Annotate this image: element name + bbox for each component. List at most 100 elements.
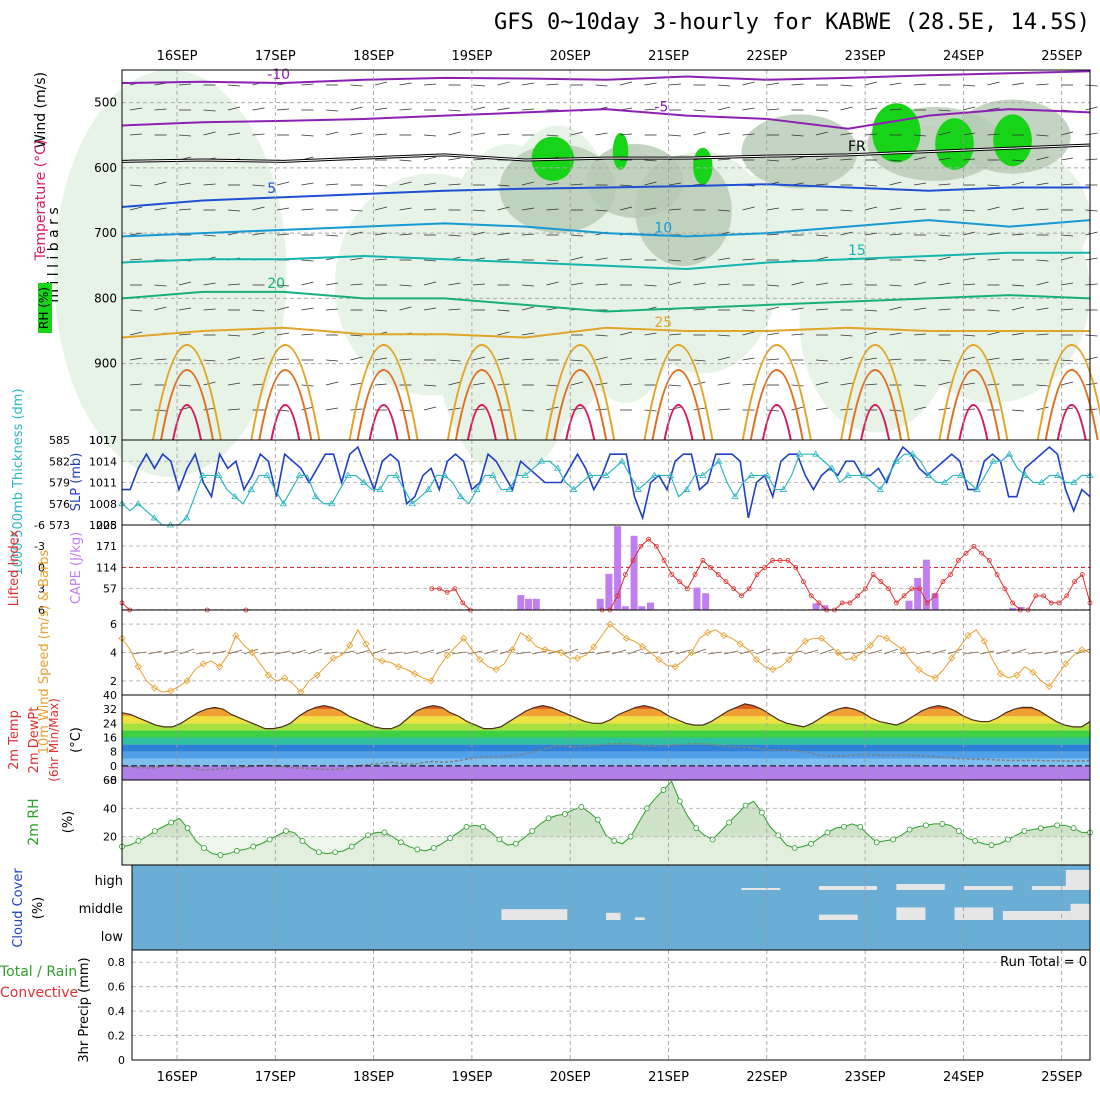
lifted-index-marker: [855, 593, 861, 599]
wind-barb: [325, 183, 339, 186]
lifted-index-marker: [715, 572, 721, 577]
wind-barb: [276, 332, 290, 336]
contour-label: -5: [654, 100, 668, 116]
thickness-tick-label: 579: [49, 477, 70, 490]
temperature-line: [121, 703, 1091, 730]
temperature-contour-warm: [270, 404, 301, 441]
thickness-marker: [473, 485, 481, 492]
wind-barb: [301, 259, 314, 262]
rh-marker: [283, 828, 289, 834]
wind-barb: [178, 83, 192, 86]
wind-barb: [938, 308, 951, 311]
wind-barb: [178, 208, 192, 211]
wind-barb: [1036, 208, 1049, 211]
wind-barb: [399, 284, 412, 287]
wind-barb: [987, 107, 1000, 111]
wind-barb: [291, 649, 307, 655]
wind-speed-marker: [573, 654, 582, 662]
wind-speed-marker: [199, 660, 207, 668]
wind-barb: [227, 649, 243, 655]
wind-barb: [864, 81, 878, 86]
wind-barb: [595, 209, 608, 212]
wind-barb: [717, 257, 731, 261]
wind-barb: [423, 406, 437, 411]
thickness-marker: [553, 464, 562, 471]
wind-barb: [497, 81, 510, 86]
wind-barb: [755, 648, 771, 655]
wind-barb: [913, 134, 927, 137]
lifted-index-marker: [955, 558, 961, 563]
wind-barb: [371, 648, 387, 655]
wind-barb: [570, 131, 584, 136]
wind-barb: [1060, 282, 1074, 286]
wind-barb: [840, 106, 853, 111]
lifted-index-marker: [731, 586, 737, 592]
wind-barb: [350, 106, 363, 111]
wind-barb: [350, 356, 363, 361]
rh-tick-label: 60: [103, 774, 117, 787]
wind-barb: [619, 184, 633, 187]
wind-speed-marker: [134, 663, 142, 671]
wind-barb: [546, 83, 559, 86]
pressure-tick-label: 1017: [89, 434, 117, 447]
wind-barb: [815, 308, 829, 311]
wind-barb: [129, 184, 143, 187]
wind-barb: [938, 157, 951, 161]
wind-barb: [497, 232, 510, 236]
temperature-contour-warm: [938, 344, 1009, 441]
wind-barb: [448, 109, 461, 112]
precip-panel: [131, 949, 1091, 1061]
cape-bar: [693, 587, 701, 610]
thickness-axis-label: 1000-500mb Thickness (dm): [11, 388, 26, 575]
wind-barb: [595, 132, 608, 136]
wind-barb: [815, 407, 829, 411]
wind-barb: [301, 333, 314, 336]
thickness-marker: [521, 471, 530, 478]
wind-barb: [1060, 256, 1074, 261]
rh-shading-high: [935, 118, 974, 170]
thickness-marker: [1005, 450, 1014, 457]
thickness-marker: [344, 471, 352, 478]
wind-barb: [448, 308, 461, 311]
wind-barb: [252, 232, 265, 236]
rh-marker: [250, 843, 257, 850]
wind-barb: [962, 84, 976, 87]
wind-barb: [913, 156, 927, 161]
wind-barb: [399, 207, 412, 211]
cloud-high-block: [1065, 870, 1090, 890]
thickness-marker: [408, 499, 417, 507]
precip-tick-label: 0.4: [108, 1005, 126, 1018]
lifted-index-marker: [793, 565, 799, 570]
thickness-marker: [666, 471, 675, 478]
thickness-marker: [844, 471, 852, 478]
wind-barb: [883, 648, 899, 655]
wind-barb: [864, 133, 878, 136]
wind-speed-marker: [492, 665, 500, 674]
rh-marker: [545, 815, 552, 822]
wind-barb: [899, 651, 915, 655]
wind-barb: [399, 409, 412, 412]
wind-barb: [570, 407, 584, 411]
lifted-index-marker: [816, 600, 822, 606]
temperature-contour-warm: [840, 344, 911, 441]
wind-barb: [521, 306, 535, 311]
wind-barb: [448, 131, 461, 136]
wind-barb: [301, 83, 314, 86]
contour-label: 15: [848, 243, 866, 259]
slp-axis-label: SLP (mb): [69, 453, 84, 512]
cloud-middle-block: [606, 912, 621, 920]
thickness-marker: [941, 478, 949, 485]
wind-barb: [766, 233, 780, 236]
rh-marker: [594, 816, 601, 823]
wind-barb: [350, 84, 363, 87]
wind-barb: [203, 131, 216, 136]
wind-barb: [840, 334, 853, 337]
wind-barb: [595, 356, 608, 361]
date-label-bottom: 22SEP: [746, 1070, 787, 1085]
wind-barb: [467, 650, 483, 655]
wind-barb: [323, 651, 339, 655]
wind-barb: [399, 358, 412, 361]
wind-barb: [374, 357, 388, 361]
wind-barb: [1036, 83, 1049, 86]
